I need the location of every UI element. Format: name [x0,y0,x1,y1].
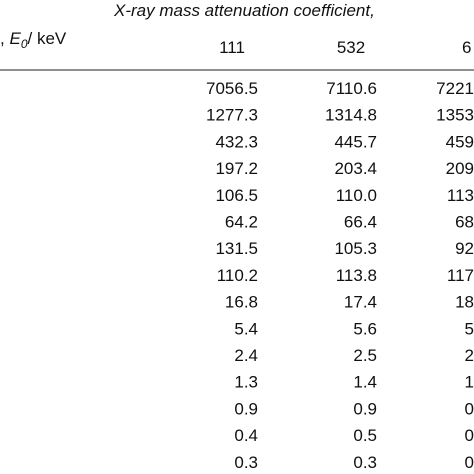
table-cell: 131.5 [215,239,258,258]
table-cell: 113.8 [336,266,377,285]
table-cell: 110.0 [336,186,377,205]
table-cell: 113 [447,186,474,205]
table-cell: 7056.5 [206,79,258,98]
table-cell: 445.7 [334,132,377,151]
table-cell: 0 [465,426,474,445]
row-label-unit: / keV [28,29,67,48]
table-cell: 197.2 [215,159,258,178]
table-cell: 105.3 [334,239,377,258]
table-cell: 0.3 [234,453,258,472]
table-cell: 92 [455,239,474,258]
table-cell: 1 [465,373,474,392]
table-cell: 1.3 [234,373,258,392]
table-cell: 66.4 [344,213,377,232]
table-cell: 459 [446,132,474,151]
table-cell: 5 [465,319,474,338]
row-label-prefix: , [0,29,5,48]
table-cell: 18 [455,293,474,312]
table-cell: 2 [465,346,474,365]
table-cell: 0.9 [353,399,377,418]
table-cell: 5.6 [353,319,377,338]
table-cell: 7110.6 [326,79,377,98]
column-header: 6 [462,38,471,57]
table-cell: 209 [446,159,474,178]
table-cell: 1277.3 [206,106,258,125]
table-cell: 110.2 [217,266,258,285]
table-cell: 0 [465,399,474,418]
table-cell: 64.2 [225,213,258,232]
table-cell: 432.3 [215,132,258,151]
header-title: X-ray mass attenuation coefficient, [113,1,375,20]
table-cell: 16.8 [225,293,258,312]
table-cell: 0.3 [353,453,377,472]
table-cell: 1314.8 [325,106,377,125]
table-cell: 1353 [436,106,474,125]
row-label-subscript: 0 [21,37,28,51]
table-cell: 117 [447,266,474,285]
table-cell: 17.4 [344,293,377,312]
table-cell: 2.5 [353,346,377,365]
table-cell: 68 [455,213,474,232]
column-header: 111 [219,38,245,57]
table-cell: 0.9 [234,399,258,418]
table-cell: 0.4 [234,426,258,445]
table-cell: 5.4 [234,319,258,338]
row-label-header: , E0/ keV [0,29,67,51]
table-cell: 0.5 [353,426,377,445]
table-cell: 203.4 [334,159,377,178]
table-cell: 0 [465,453,474,472]
column-header: 532 [337,38,365,57]
row-label-symbol: E [9,29,21,48]
table-cell: 7221 [436,79,474,98]
table-cell: 1.4 [353,373,377,392]
table-cell: 106.5 [215,186,258,205]
table-cell: 2.4 [234,346,258,365]
